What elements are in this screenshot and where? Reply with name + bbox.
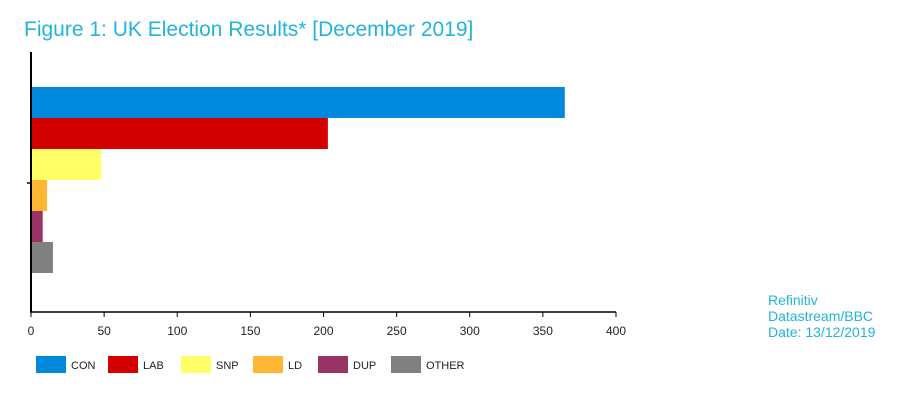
source-line-2: Datastream/BBC — [768, 308, 874, 324]
bar-other — [31, 242, 53, 273]
x-tick-label: 400 — [606, 324, 626, 338]
bar-dup — [31, 211, 43, 242]
x-tick-label: 100 — [167, 324, 187, 338]
source-note: Refinitiv Datastream/BBC Date: 13/12/201… — [768, 292, 875, 340]
chart-title: Figure 1: UK Election Results* [December… — [24, 18, 474, 41]
source-line-1: Refinitiv — [768, 292, 818, 308]
bar-lab — [31, 118, 328, 149]
legend-swatch-other — [391, 356, 421, 373]
legend-label-other: OTHER — [426, 360, 465, 372]
legend-swatch-dup — [318, 356, 348, 373]
x-tick-label: 150 — [240, 324, 260, 338]
legend-swatch-lab — [108, 356, 138, 373]
source-date: Date: 13/12/2019 — [768, 324, 876, 340]
x-ticks-group: 0 50 100 150 200 250 300 350 400 — [28, 312, 626, 338]
x-tick-label: 50 — [97, 324, 111, 338]
legend-swatch-con — [36, 356, 66, 373]
legend: CON LAB SNP LD DUP OTHER — [36, 356, 465, 373]
x-tick-label: 250 — [387, 324, 407, 338]
legend-swatch-ld — [253, 356, 283, 373]
x-tick-label: 200 — [313, 324, 333, 338]
legend-label-ld: LD — [288, 360, 302, 372]
bar-ld — [31, 180, 48, 211]
legend-swatch-snp — [181, 356, 211, 373]
bar-con — [31, 87, 565, 118]
legend-label-con: CON — [71, 360, 96, 372]
x-tick-label: 300 — [460, 324, 480, 338]
legend-label-snp: SNP — [216, 360, 239, 372]
legend-label-lab: LAB — [143, 360, 164, 372]
bars-group — [31, 87, 565, 273]
x-tick-label: 0 — [28, 324, 35, 338]
x-tick-label: 350 — [533, 324, 553, 338]
bar-snp — [31, 149, 102, 180]
legend-label-dup: DUP — [353, 360, 376, 372]
